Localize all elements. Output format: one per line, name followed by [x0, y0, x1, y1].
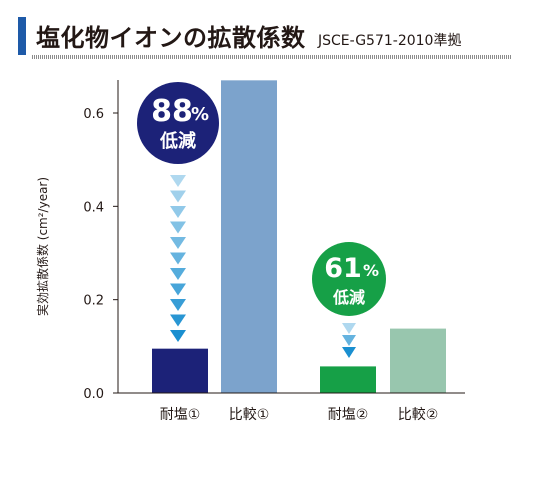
reduction-arrow-2 — [342, 335, 356, 346]
reduction-arrow-1 — [170, 314, 186, 327]
reduction-arrow-1 — [170, 252, 186, 265]
y-axis-label: 実効拡散係数 (cm²/year) — [35, 177, 50, 316]
reduction-badge-2 — [312, 242, 386, 316]
y-tick-label: 0.2 — [83, 294, 104, 309]
category-label: 比較② — [398, 407, 439, 423]
reduction-arrow-1 — [170, 283, 186, 296]
bar-3 — [320, 366, 376, 393]
reduction-badge-unit: % — [191, 104, 209, 125]
reduction-arrow-2 — [342, 347, 356, 358]
bar-2 — [221, 80, 277, 393]
chart-header: 塩化物イオンの拡散係数 JSCE-G571-2010準拠 — [0, 0, 535, 70]
y-tick-label: 0.6 — [83, 107, 104, 122]
reduction-badge-label: 低減 — [332, 288, 365, 307]
reduction-badge-unit: % — [363, 261, 379, 280]
bar-1 — [152, 348, 208, 393]
reduction-arrow-1 — [170, 268, 186, 280]
y-tick-label: 0.0 — [83, 387, 104, 402]
bar-4 — [390, 328, 446, 393]
reduction-arrow-1 — [170, 190, 186, 203]
y-tick-label: 0.4 — [83, 200, 104, 215]
reduction-arrow-1 — [170, 330, 186, 342]
reduction-arrow-2 — [342, 323, 356, 334]
reduction-badge-label: 低減 — [159, 130, 196, 152]
category-label: 耐塩② — [328, 407, 369, 423]
reduction-arrow-1 — [170, 206, 186, 218]
reduction-arrow-1 — [170, 237, 186, 249]
chart-title: 塩化物イオンの拡散係数 — [36, 24, 306, 52]
reduction-arrow-1 — [170, 299, 186, 311]
reduction-arrow-1 — [170, 221, 186, 234]
category-label: 耐塩① — [160, 407, 201, 423]
reduction-badge-value: 61 — [324, 253, 362, 284]
category-label: 比較① — [229, 407, 270, 423]
reduction-arrow-1 — [170, 175, 186, 187]
reduction-badge-value: 88 — [151, 94, 193, 129]
title-underline — [32, 55, 512, 59]
title-accent-bar — [18, 17, 26, 55]
reduction-badge-1 — [137, 82, 219, 164]
chart-subtitle: JSCE-G571-2010準拠 — [318, 33, 462, 49]
